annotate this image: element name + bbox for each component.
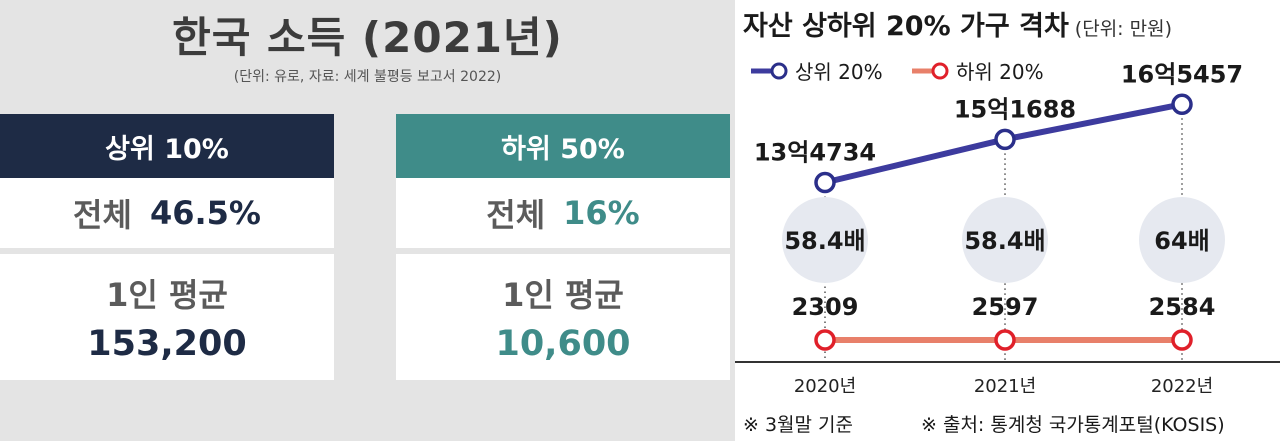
- legend-label-bottom-20: 하위 20%: [956, 60, 1044, 84]
- ratio-label: 64배: [1154, 227, 1209, 255]
- legend-item-top-20: 상위 20%: [749, 56, 883, 85]
- chart-title: 자산 상하위 20% 가구 격차 (단위: 만원): [743, 4, 1172, 43]
- top-10-card: 상위 10% 전체 46.5% 1인 평균 153,200: [0, 114, 334, 380]
- data-point-top-20: [994, 128, 1016, 151]
- bottom-50-total-value: 16%: [563, 194, 640, 232]
- top-10-header: 상위 10%: [0, 114, 334, 178]
- asset-gap-chart: 58.4배 58.4배 64배 2020년 2021년 2022년 13억4734 15억16…: [735, 60, 1280, 397]
- bottom-50-header: 하위 50%: [396, 114, 730, 178]
- data-label-top-20: 15억1688: [954, 95, 1076, 123]
- ratio-bubble: [782, 197, 868, 283]
- bottom-50-avg-value: 10,600: [495, 324, 631, 364]
- top-10-total-value: 46.5%: [149, 194, 261, 232]
- top-10-total-label: 전체: [73, 196, 132, 234]
- footnote-source: ※ 출처: 통계청 국가통계포털(KOSIS): [921, 414, 1225, 436]
- legend-marker-bottom-icon: [912, 62, 949, 79]
- ratio-bubble: [962, 197, 1048, 283]
- chart-unit: (단위: 만원): [1074, 18, 1172, 40]
- data-point-bottom-20: [1171, 329, 1193, 351]
- bottom-50-total-label: 전체: [486, 196, 546, 234]
- bottom-50-avg-label: 1인 평균: [502, 276, 624, 314]
- bottom-50-card: 하위 50% 전체 16% 1인 평균 10,600: [396, 114, 730, 380]
- top-10-average: 1인 평균 153,200: [0, 254, 334, 380]
- data-point-bottom-20: [814, 329, 836, 351]
- data-label-top-20: 16억5457: [1121, 60, 1243, 88]
- legend-label-top-20: 상위 20%: [795, 60, 883, 84]
- bottom-50-total-row: 전체 16%: [396, 178, 730, 248]
- ratio-label: 58.4배: [964, 227, 1045, 255]
- data-label-bottom-20: 2309: [792, 293, 859, 321]
- income-title: 한국 소득 (2021년): [172, 13, 563, 62]
- income-subtitle: (단위: 유로, 자료: 세계 불평등 보고서 2022): [233, 69, 502, 85]
- legend-item-bottom-20: 하위 20%: [910, 56, 1044, 85]
- top-10-avg-label: 1인 평균: [106, 276, 228, 314]
- data-label-bottom-20: 2597: [972, 293, 1039, 321]
- data-point-bottom-20: [994, 329, 1016, 351]
- chart-title-text: 자산 상하위 20% 가구 격차: [743, 11, 1069, 42]
- top-10-avg-value: 153,200: [87, 324, 247, 364]
- x-tick-label: 2020년: [794, 376, 856, 397]
- data-label-bottom-20: 2584: [1149, 293, 1216, 321]
- asset-gap-panel: 자산 상하위 20% 가구 격차 (단위: 만원) 상위 20% 하위 20% 5…: [735, 0, 1280, 441]
- top-10-total-row: 전체 46.5%: [0, 178, 334, 248]
- x-tick-label: 2022년: [1151, 376, 1213, 397]
- data-point-top-20: [1171, 93, 1193, 116]
- bottom-50-average: 1인 평균 10,600: [396, 254, 730, 380]
- legend-marker-top-icon: [751, 62, 788, 79]
- data-label-top-20: 13억4734: [754, 138, 876, 166]
- income-panel: 한국 소득 (2021년) (단위: 유로, 자료: 세계 불평등 보고서 20…: [0, 0, 735, 441]
- ratio-bubble: [1139, 197, 1225, 283]
- x-tick-label: 2021년: [974, 376, 1036, 397]
- data-point-top-20: [814, 171, 836, 194]
- footnote-basis: ※ 3월말 기준: [743, 414, 854, 436]
- ratio-label: 58.4배: [784, 227, 865, 255]
